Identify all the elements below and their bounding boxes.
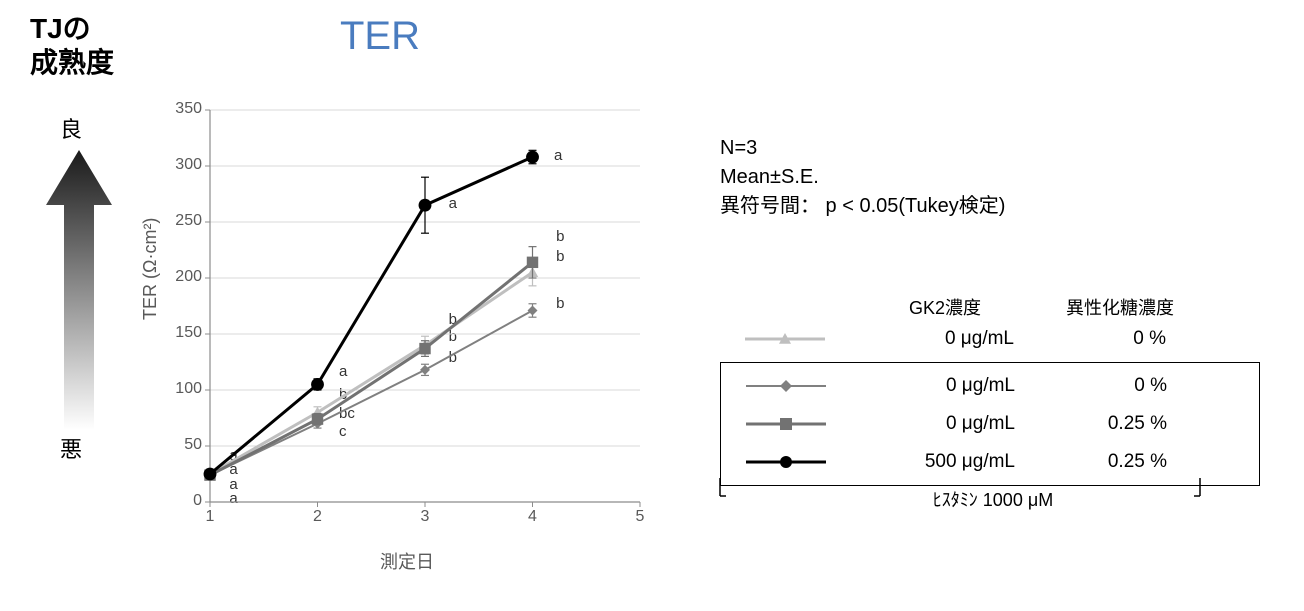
line-chart bbox=[210, 110, 640, 502]
legend-gk2: 0 μg/mL bbox=[851, 413, 1041, 435]
x-tick: 5 bbox=[630, 508, 650, 526]
x-tick: 3 bbox=[415, 508, 435, 526]
arrow-label-bad: 悪 bbox=[60, 432, 82, 464]
x-tick: 4 bbox=[523, 508, 543, 526]
maturity-arrow-icon bbox=[44, 150, 114, 430]
legend-row: 0 μg/mL 0 % bbox=[721, 367, 1259, 405]
y-axis-label: TER (Ω·cm²) bbox=[140, 218, 161, 320]
legend-histamine-group: 0 μg/mL 0 % 0 μg/mL 0.25 % 500 μg/mL 0.2… bbox=[720, 362, 1260, 486]
y-tick: 100 bbox=[162, 380, 202, 398]
legend-header-gk2: GK2濃度 bbox=[850, 294, 1040, 320]
legend: GK2濃度 異性化糖濃度 0 μg/mL 0 % 0 μg/mL 0 % 0 μ… bbox=[720, 294, 1260, 512]
legend-row-control: 0 μg/mL 0 % bbox=[720, 320, 1260, 358]
legend-gk2: 0 μg/mL bbox=[851, 375, 1041, 397]
x-tick: 2 bbox=[308, 508, 328, 526]
legend-gk2: 500 μg/mL bbox=[851, 451, 1041, 473]
stats-block: N=3 Mean±S.E. 異符号間： p < 0.05(Tukey検定) bbox=[720, 134, 1005, 221]
x-axis-label: 測定日 bbox=[380, 548, 434, 574]
legend-row: 500 μg/mL 0.25 % bbox=[721, 443, 1259, 481]
tj-maturity-header: TJの成熟度 bbox=[30, 12, 114, 79]
y-tick: 300 bbox=[162, 156, 202, 174]
y-tick: 250 bbox=[162, 212, 202, 230]
legend-sugar: 0.25 % bbox=[1041, 451, 1201, 473]
y-tick: 50 bbox=[162, 436, 202, 454]
histamine-connector bbox=[720, 478, 1260, 508]
y-tick: 350 bbox=[162, 100, 202, 118]
y-tick: 200 bbox=[162, 268, 202, 286]
stats-mean: Mean±S.E. bbox=[720, 163, 1005, 192]
stats-n: N=3 bbox=[720, 134, 1005, 163]
legend-header-sugar: 異性化糖濃度 bbox=[1040, 294, 1200, 320]
legend-sugar: 0 % bbox=[1041, 375, 1201, 397]
chart-title: TER bbox=[340, 14, 420, 59]
stats-sig: 異符号間： p < 0.05(Tukey検定) bbox=[720, 192, 1005, 221]
arrow-label-good: 良 bbox=[60, 112, 82, 144]
legend-sugar: 0.25 % bbox=[1041, 413, 1201, 435]
y-tick: 0 bbox=[162, 492, 202, 510]
legend-row: 0 μg/mL 0.25 % bbox=[721, 405, 1259, 443]
y-tick: 150 bbox=[162, 324, 202, 342]
x-tick: 1 bbox=[200, 508, 220, 526]
legend-sugar: 0 % bbox=[1040, 328, 1200, 350]
legend-histamine-label: ﾋｽﾀﾐﾝ 1000 μM bbox=[720, 486, 1260, 512]
legend-gk2: 0 μg/mL bbox=[850, 328, 1040, 350]
